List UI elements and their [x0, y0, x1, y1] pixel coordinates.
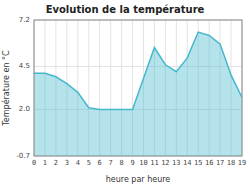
chart-svg: -0.72.04.57.2012345678910111213141516171…	[0, 0, 250, 188]
grid	[34, 20, 242, 156]
data-layer	[34, 32, 242, 156]
x-tick-label: 2	[54, 159, 58, 167]
x-tick-label: 16	[205, 159, 213, 167]
area-fill	[34, 32, 242, 156]
x-tick-label: 8	[119, 159, 123, 167]
x-tick-label: 15	[194, 159, 202, 167]
x-tick-label: 14	[183, 159, 191, 167]
line	[34, 32, 242, 109]
x-axis-label: heure par heure	[106, 175, 171, 184]
y-axis-label: Température en °C	[1, 50, 11, 127]
x-tick-label: 9	[130, 159, 134, 167]
x-tick-label: 6	[98, 159, 102, 167]
x-tick-label: 12	[161, 159, 169, 167]
plot-frame	[34, 20, 242, 156]
y-tick-label: 2.0	[19, 105, 30, 113]
y-tick-label: 4.5	[19, 62, 30, 70]
x-tick-label: 3	[65, 159, 69, 167]
title: Evolution de la température	[46, 4, 205, 15]
x-tick-label: 10	[139, 159, 147, 167]
chart-container: -0.72.04.57.2012345678910111213141516171…	[0, 0, 250, 188]
x-tick-label: 11	[150, 159, 158, 167]
y-tick-label: 7.2	[19, 16, 30, 24]
x-tick-label: 4	[76, 159, 80, 167]
x-tick-label: 19	[238, 159, 246, 167]
x-tick-label: 18	[227, 159, 235, 167]
x-tick-label: 0	[32, 159, 36, 167]
y-tick-label: -0.7	[16, 152, 30, 160]
x-tick-label: 7	[109, 159, 113, 167]
x-tick-label: 13	[172, 159, 180, 167]
x-tick-label: 1	[43, 159, 47, 167]
x-tick-label: 5	[87, 159, 91, 167]
x-tick-label: 17	[216, 159, 224, 167]
